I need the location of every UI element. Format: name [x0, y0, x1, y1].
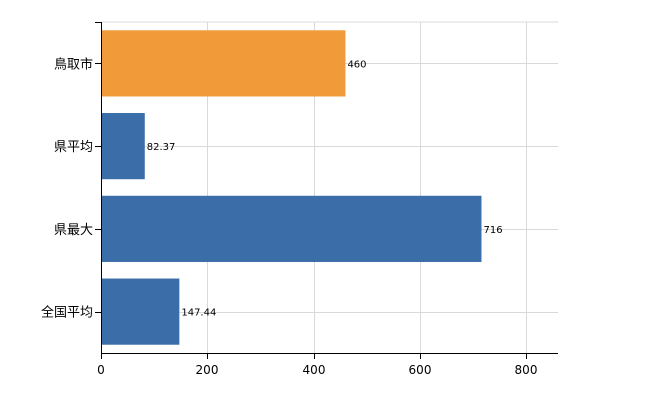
x-tick-label: 400 [303, 363, 326, 377]
bars [101, 30, 482, 345]
bar [101, 113, 145, 180]
bar [101, 30, 346, 97]
data-label: 147.44 [181, 308, 216, 319]
category-label: 県平均 [54, 140, 93, 155]
bar [101, 278, 180, 345]
bar [101, 195, 482, 262]
data-label: 460 [347, 59, 366, 70]
data-label: 82.37 [147, 142, 176, 153]
x-tick-label: 200 [196, 363, 219, 377]
category-label: 県最大 [54, 223, 93, 238]
x-tick-label: 0 [97, 363, 105, 377]
axes [95, 22, 558, 359]
x-tick-label: 800 [515, 363, 538, 377]
data-label: 716 [483, 225, 502, 236]
category-label: 全国平均 [41, 305, 93, 321]
category-label: 鳥取市 [54, 56, 93, 72]
labels: 0 200 400 600 800 460 鳥取市 82.37 県平均 716 県最大 147.44 全… [41, 56, 537, 377]
x-tick-label: 600 [409, 363, 432, 377]
